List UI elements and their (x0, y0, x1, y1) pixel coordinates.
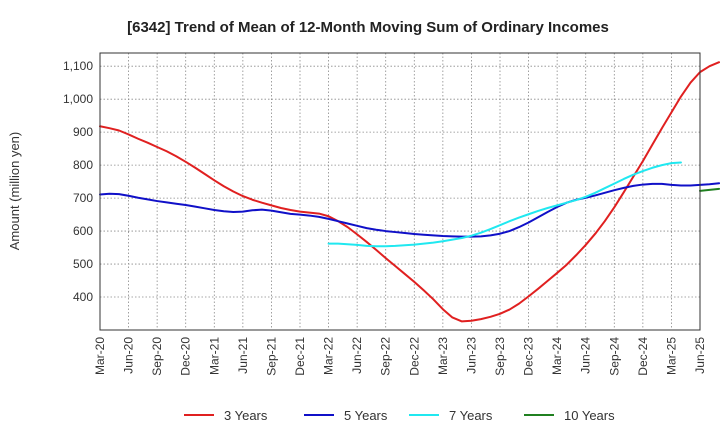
x-tick-label: Sep-21 (264, 337, 278, 376)
x-tick-label: Mar-23 (436, 337, 450, 375)
y-tick-label: 800 (73, 158, 93, 172)
x-tick-label: Sep-23 (493, 337, 507, 376)
series-line-10-years (699, 187, 720, 192)
x-tick-label: Sep-22 (379, 337, 393, 376)
series-line-7-years (327, 161, 682, 248)
y-tick-label: 600 (73, 224, 93, 238)
x-tick-label: Sep-24 (607, 337, 621, 376)
y-tick-label: 500 (73, 257, 93, 271)
series-line-5-years (99, 182, 720, 238)
x-tick-label: Sep-20 (150, 337, 164, 376)
x-tick-label: Jun-23 (464, 337, 478, 374)
x-tick-label: Jun-25 (693, 337, 707, 374)
x-axis-ticks: Mar-20 Jun-20 Sep-20 Dec-20 Mar-21 Jun-21 Sep-… (93, 337, 707, 376)
series-line-3-years (99, 61, 720, 323)
legend-label-5-years: 5 Years (344, 408, 388, 423)
legend-label-10-years: 10 Years (564, 408, 615, 423)
x-tick-label: Mar-22 (322, 337, 336, 375)
legend-label-7-years: 7 Years (449, 408, 493, 423)
chart-title: [6342] Trend of Mean of 12-Month Moving … (127, 19, 609, 36)
x-tick-label: Mar-20 (93, 337, 107, 375)
y-tick-label: 1,100 (63, 59, 93, 73)
series-lines (99, 61, 720, 323)
y-axis-ticks: 400 500 600 700 800 900 1,000 1,100 (63, 59, 93, 304)
x-tick-label: Jun-24 (579, 337, 593, 374)
x-tick-label: Dec-23 (522, 337, 536, 376)
y-tick-label: 900 (73, 125, 93, 139)
legend-label-3-years: 3 Years (224, 408, 268, 423)
x-tick-label: Mar-21 (207, 337, 221, 375)
y-axis-label: Amount (million yen) (7, 132, 22, 251)
x-tick-label: Mar-24 (550, 337, 564, 375)
y-tick-label: 400 (73, 290, 93, 304)
x-tick-label: Dec-20 (179, 337, 193, 376)
y-tick-label: 1,000 (63, 92, 93, 106)
x-tick-label: Jun-20 (122, 337, 136, 374)
plot-border (99, 52, 701, 331)
x-tick-label: Jun-21 (236, 337, 250, 374)
x-tick-label: Jun-22 (350, 337, 364, 374)
x-tick-label: Dec-24 (636, 337, 650, 376)
x-tick-label: Dec-21 (293, 337, 307, 376)
y-tick-label: 700 (73, 191, 93, 205)
legend: 3 Years 5 Years 7 Years 10 Years (184, 408, 615, 423)
x-tick-label: Dec-22 (407, 337, 421, 376)
x-tick-label: Mar-25 (664, 337, 678, 375)
